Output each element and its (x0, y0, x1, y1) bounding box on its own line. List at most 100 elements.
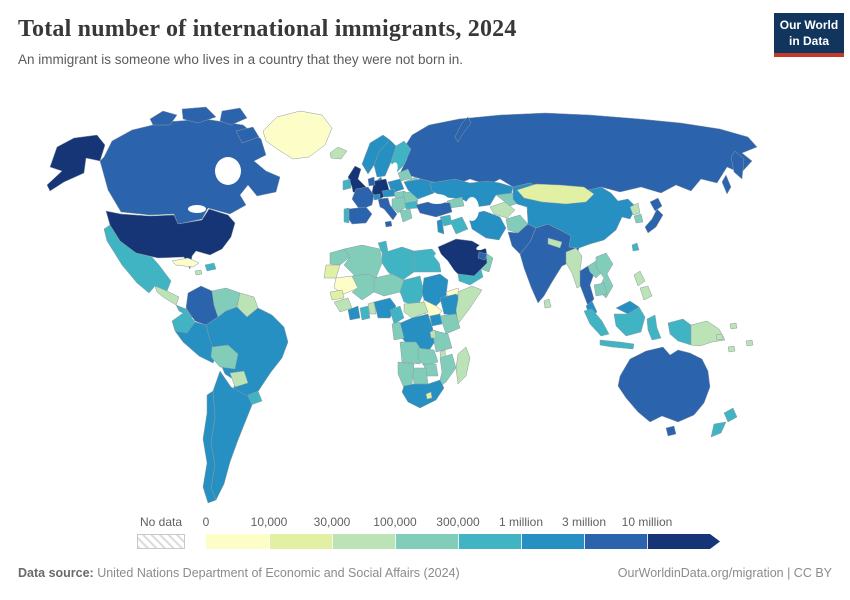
country-laos[interactable] (587, 260, 603, 279)
country-car[interactable] (403, 301, 429, 319)
country-greenland[interactable] (262, 110, 333, 160)
legend-bin-30,000–100,000[interactable] (332, 534, 395, 549)
country-guinea[interactable] (333, 297, 353, 313)
country-paraguay[interactable] (229, 370, 249, 388)
country-switzerland[interactable] (373, 193, 381, 201)
country-canada[interactable] (149, 110, 178, 126)
country-canada[interactable] (99, 118, 281, 225)
country-morocco[interactable] (329, 248, 351, 266)
legend-no-data[interactable]: No data (137, 515, 185, 549)
license-link[interactable]: OurWorldinData.org/migration | CC BY (617, 566, 832, 580)
country-lesotho[interactable] (425, 391, 433, 400)
country-cameroon[interactable] (389, 305, 405, 325)
country-north-korea[interactable] (629, 202, 641, 216)
country-usa[interactable] (46, 134, 106, 192)
country-indonesia[interactable] (667, 318, 692, 346)
country-russia[interactable] (730, 150, 745, 180)
legend-bin-10,000–30,000[interactable] (269, 534, 332, 549)
country-south-korea[interactable] (633, 213, 644, 224)
country-italy[interactable] (384, 220, 393, 228)
country-rwanda-burundi[interactable] (429, 329, 437, 339)
country-philippines[interactable] (633, 270, 646, 287)
country-oman[interactable] (480, 252, 494, 273)
country-nepal[interactable] (547, 237, 563, 249)
country-italy[interactable] (377, 197, 398, 221)
country-zambia[interactable] (417, 347, 439, 367)
country-madagascar[interactable] (455, 346, 471, 385)
country-japan[interactable] (649, 197, 663, 212)
country-botswana[interactable] (411, 367, 429, 385)
country-levant[interactable] (436, 218, 445, 235)
country-canada[interactable] (181, 106, 217, 124)
country-iraq[interactable] (449, 216, 469, 235)
country-benelux[interactable] (367, 176, 376, 187)
country-brazil[interactable] (205, 306, 289, 407)
country-uae-qatar[interactable] (477, 251, 488, 261)
country-uganda[interactable] (429, 313, 443, 327)
country-spain[interactable] (345, 206, 373, 225)
country-hispaniola[interactable] (204, 262, 217, 272)
country-indonesia[interactable] (646, 314, 662, 341)
country-taiwan[interactable] (631, 242, 640, 252)
country-chile[interactable] (202, 390, 217, 504)
country-japan[interactable] (644, 208, 664, 234)
legend-bin-0–10,000[interactable] (206, 534, 269, 549)
country-congo-gabon[interactable] (391, 321, 405, 341)
country-russia[interactable] (454, 116, 472, 143)
country-mozambique[interactable] (437, 353, 457, 389)
owid-logo[interactable]: Our World in Data (774, 13, 844, 58)
country-yemen[interactable] (457, 268, 484, 286)
country-bolivia[interactable] (210, 344, 239, 370)
country-senegal[interactable] (329, 289, 345, 301)
country-egypt[interactable] (413, 248, 442, 273)
country-turkmenistan[interactable] (489, 201, 516, 219)
country-pacific-islands[interactable] (727, 345, 736, 353)
country-mali[interactable] (351, 273, 377, 301)
country-sri-lanka[interactable] (543, 298, 552, 309)
country-canada[interactable] (219, 107, 248, 126)
legend-bin-3–10 million[interactable] (584, 534, 647, 549)
country-portugal[interactable] (343, 207, 350, 224)
country-cuba[interactable] (171, 257, 200, 268)
country-mauritania[interactable] (333, 275, 359, 295)
country-ukraine[interactable] (403, 178, 438, 200)
country-pacific-islands[interactable] (715, 333, 724, 341)
country-indonesia[interactable] (583, 308, 610, 337)
country-canada[interactable] (235, 126, 260, 144)
country-jamaica[interactable] (194, 269, 203, 276)
country-mongolia[interactable] (516, 183, 595, 205)
country-new-zealand[interactable] (710, 421, 727, 438)
country-greece[interactable] (399, 208, 413, 223)
country-ivory-coast[interactable] (347, 305, 361, 321)
country-australia[interactable] (617, 346, 711, 423)
country-australia[interactable] (665, 425, 677, 437)
legend-bin-10 million+[interactable] (647, 534, 720, 549)
country-indonesia[interactable] (599, 339, 635, 350)
country-png[interactable] (690, 320, 726, 347)
country-namibia[interactable] (397, 361, 415, 389)
country-benin-togo[interactable] (367, 301, 377, 315)
country-philippines[interactable] (639, 285, 653, 301)
country-tanzania[interactable] (431, 329, 453, 353)
country-new-zealand[interactable] (723, 407, 738, 423)
country-ghana[interactable] (359, 305, 371, 321)
country-iceland[interactable] (329, 146, 348, 160)
country-western-sahara[interactable] (323, 264, 341, 279)
country-balkans[interactable] (391, 196, 407, 214)
country-baltics[interactable] (397, 168, 413, 182)
country-kenya[interactable] (439, 313, 461, 335)
country-france[interactable] (351, 186, 375, 211)
legend-bin-100,000–300,000[interactable] (395, 534, 458, 549)
country-south-africa[interactable] (401, 379, 445, 409)
country-cambodia[interactable] (593, 282, 608, 297)
country-pacific-islands[interactable] (745, 339, 754, 347)
country-png[interactable] (729, 322, 738, 330)
country-ireland[interactable] (342, 178, 352, 191)
country-iran[interactable] (467, 210, 507, 241)
legend-bin-300,000–1 million[interactable] (458, 534, 521, 549)
country-indonesia[interactable] (613, 306, 646, 337)
country-russia[interactable] (721, 174, 732, 195)
legend-bin-1–3 million[interactable] (521, 534, 584, 549)
country-somalia[interactable] (455, 285, 483, 325)
country-chad[interactable] (399, 275, 425, 307)
